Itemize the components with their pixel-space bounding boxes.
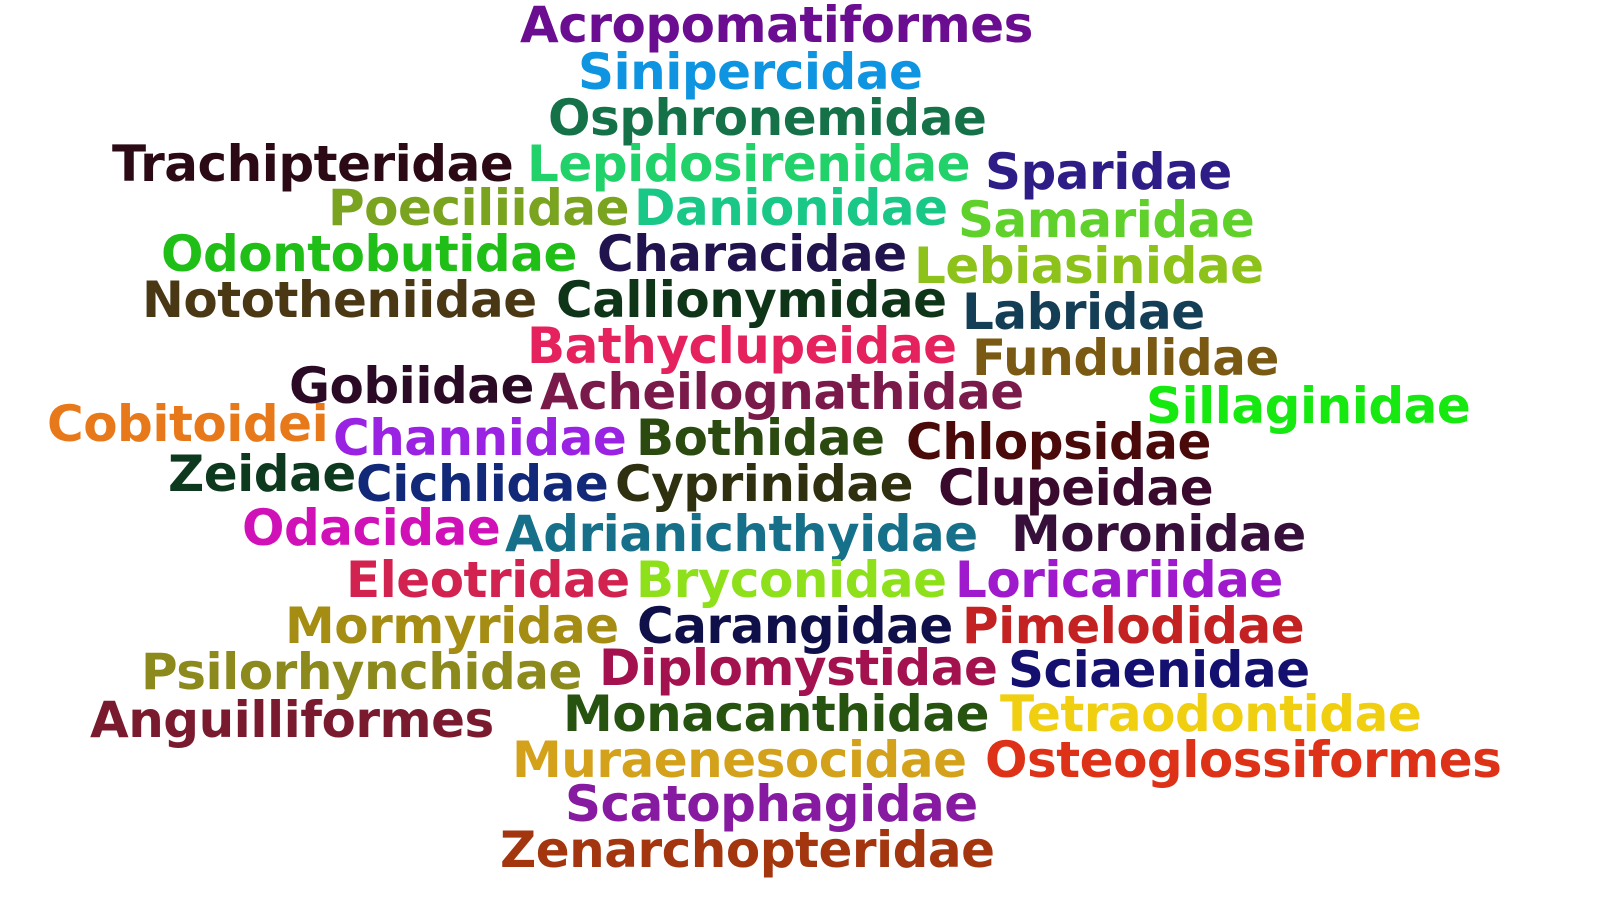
word-monacanthidae: Monacanthidae xyxy=(563,685,990,743)
word-acropomatiformes: Acropomatiformes xyxy=(520,0,1033,54)
word-labridae: Labridae xyxy=(962,283,1205,341)
word-zeidae: Zeidae xyxy=(168,445,356,503)
word-anguilliformes: Anguilliformes xyxy=(90,691,494,749)
word-gobiidae: Gobiidae xyxy=(289,357,534,415)
word-bryconidae: Bryconidae xyxy=(636,551,947,609)
word-cyprinidae: Cyprinidae xyxy=(615,455,914,513)
word-psilorhynchidae: Psilorhynchidae xyxy=(141,643,582,701)
word-tetraodontidae: Tetraodontidae xyxy=(1000,685,1422,743)
word-osphronemidae: Osphronemidae xyxy=(548,89,987,147)
word-cobitoidei: Cobitoidei xyxy=(47,395,329,453)
word-fundulidae: Fundulidae xyxy=(972,329,1279,387)
word-eleotridae: Eleotridae xyxy=(346,551,630,609)
word-nototheniidae: Nototheniidae xyxy=(142,271,537,329)
word-adrianichthyidae: Adrianichthyidae xyxy=(505,505,978,563)
word-callionymidae: Callionymidae xyxy=(556,271,947,329)
word-sillaginidae: Sillaginidae xyxy=(1146,377,1471,435)
word-diplomystidae: Diplomystidae xyxy=(599,639,998,697)
word-acheilognathidae: Acheilognathidae xyxy=(540,363,1024,421)
word-characidae: Characidae xyxy=(597,225,907,283)
word-scatophagidae: Scatophagidae xyxy=(565,775,978,833)
word-bothidae: Bothidae xyxy=(636,409,885,467)
word-clupeidae: Clupeidae xyxy=(938,459,1214,517)
word-bathyclupeidae: Bathyclupeidae xyxy=(527,317,957,375)
word-sciaenidae: Sciaenidae xyxy=(1008,641,1310,699)
word-trachipteridae: Trachipteridae xyxy=(112,135,514,193)
word-pimelodidae: Pimelodidae xyxy=(962,597,1305,655)
word-channidae: Channidae xyxy=(333,409,627,467)
word-samaridae: Samaridae xyxy=(958,191,1255,249)
word-loricariidae: Loricariidae xyxy=(955,551,1283,609)
word-osteoglossiformes: Osteoglossiformes xyxy=(985,731,1502,789)
word-sinipercidae: Sinipercidae xyxy=(578,43,923,101)
word-poeciliidae: Poeciliidae xyxy=(328,179,630,237)
word-chlopsidae: Chlopsidae xyxy=(906,413,1211,471)
word-mormyridae: Mormyridae xyxy=(285,597,619,655)
word-sparidae: Sparidae xyxy=(985,143,1232,201)
word-odacidae: Odacidae xyxy=(242,499,501,557)
word-lepidosirenidae: Lepidosirenidae xyxy=(527,135,971,193)
word-odontobutidae: Odontobutidae xyxy=(161,225,577,283)
word-lebiasinidae: Lebiasinidae xyxy=(914,237,1264,295)
word-cichlidae: Cichlidae xyxy=(356,455,609,513)
word-carangidae: Carangidae xyxy=(637,597,953,655)
word-moronidae: Moronidae xyxy=(1011,505,1306,563)
word-zenarchopteridae: Zenarchopteridae xyxy=(500,821,995,879)
word-muraenesocidae: Muraenesocidae xyxy=(512,731,967,789)
word-danionidae: Danionidae xyxy=(634,179,948,237)
